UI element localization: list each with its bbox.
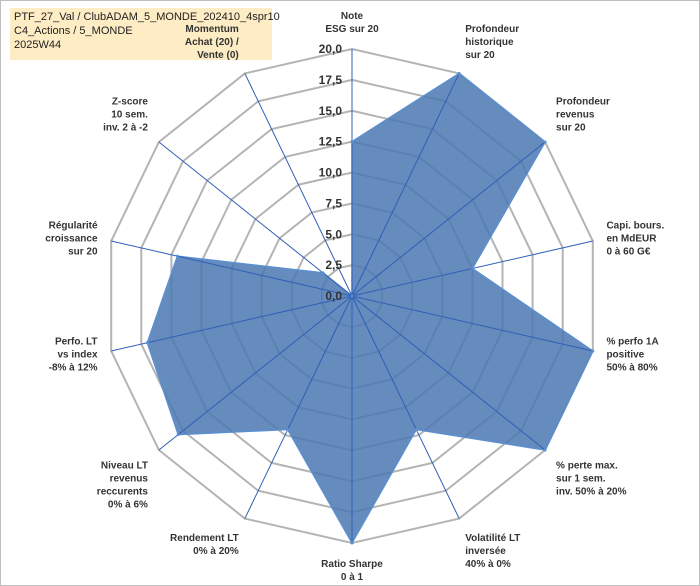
data-point	[414, 428, 418, 432]
axis-label: Régularité croissance sur 20	[45, 220, 98, 257]
data-point	[175, 254, 179, 258]
axis-spoke	[244, 295, 353, 519]
data-point	[591, 349, 595, 353]
axis-label: Z-score 10 sem. inv. 2 à -2	[103, 96, 148, 133]
tick-label: 7,5	[325, 196, 342, 210]
data-point	[145, 341, 149, 345]
tick-label: 17,5	[319, 73, 343, 87]
axis-label: Ratio Sharpe 0 à 1	[321, 559, 383, 583]
tick-label: 5,0	[325, 227, 342, 241]
tick-label: 0,0	[325, 289, 342, 303]
data-point	[543, 448, 547, 452]
tick-label: 12,5	[319, 135, 343, 149]
axis-spoke	[351, 295, 546, 451]
tick-label: 20,0	[319, 42, 343, 56]
title-line-category: C4_Actions / 5_MONDE	[14, 25, 133, 37]
tick-label: 15,0	[319, 104, 343, 118]
data-point	[176, 433, 180, 437]
tick-label: 2,5	[325, 258, 342, 272]
axis-spoke	[351, 73, 460, 297]
data-point	[470, 267, 474, 271]
title-line-portfolio: PTF_27_Val / ClubADAM_5_MONDE_202410_4sp…	[14, 11, 280, 23]
axis-label: Perfo. LT vs index -8% à 12%	[49, 337, 98, 374]
axis-label: Capi. bours. en MdEUR 0 à 60 G€	[606, 220, 664, 257]
axis-spoke	[351, 295, 460, 519]
data-point	[286, 428, 290, 432]
axis-label: Volatilité LT inversée 40% à 0%	[465, 533, 520, 570]
data-point	[457, 71, 461, 75]
axis-spoke	[158, 141, 353, 297]
axis-label: % perte max. sur 1 sem. inv. 50% à 20%	[556, 461, 627, 498]
axis-label-highlight	[182, 23, 241, 37]
axis-spoke	[158, 295, 353, 451]
axis-spoke	[111, 295, 353, 352]
data-point	[350, 541, 354, 545]
axis-spoke	[111, 240, 353, 297]
axis-label: Profondeur revenus sur 20	[556, 96, 610, 133]
axis-spoke	[244, 73, 353, 297]
data-point	[321, 271, 325, 275]
axis-label: Profondeur historique sur 20	[465, 24, 519, 61]
axis-label: % perfo 1A positive 50% à 80%	[606, 337, 658, 374]
axis-label: Momentum Achat (20) / Vente (0)	[185, 24, 239, 61]
axis-spoke	[351, 141, 546, 297]
data-point	[543, 140, 547, 144]
axis-spoke	[351, 295, 593, 352]
axis-label: Niveau LT revenus reccurents 0% à 6%	[97, 461, 149, 511]
data-point	[350, 294, 354, 298]
title-line-week: 2025W44	[14, 39, 62, 51]
tick-label: 10,0	[319, 166, 343, 180]
axis-label: Rendement LT 0% à 20%	[170, 533, 239, 557]
data-series-area	[146, 72, 594, 545]
axis-label: Note ESG sur 20	[325, 11, 379, 35]
data-point	[350, 140, 354, 144]
